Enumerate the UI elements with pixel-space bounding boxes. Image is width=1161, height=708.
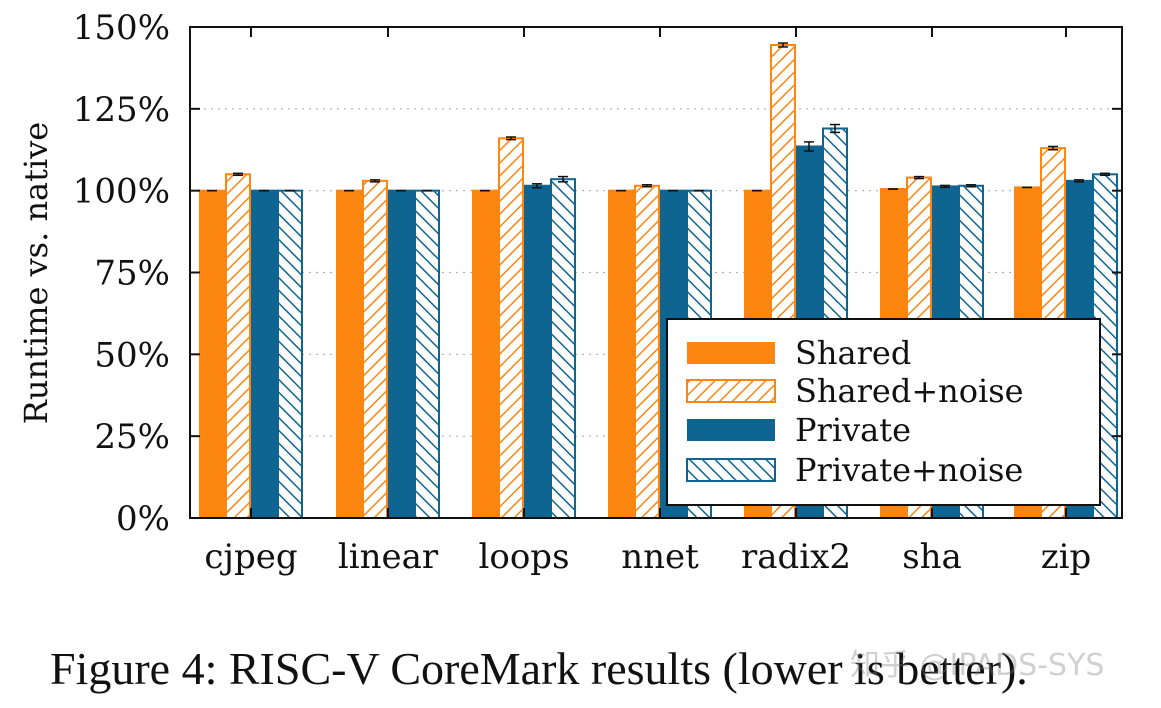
y-tick-label: 150%: [73, 8, 170, 48]
bar-shared-noise-nnet: [634, 184, 660, 520]
bar-shared-noise-cjpeg: [225, 173, 251, 520]
error-bar-shared-noise-nnet: [642, 184, 652, 188]
y-tick-label: 0%: [116, 499, 170, 539]
error-bar-private-radix2: [804, 141, 814, 152]
error-bar-shared-noise-loops: [506, 136, 516, 141]
error-bar-private-noise-sha: [966, 184, 976, 188]
error-bar-private-noise-zip: [1100, 172, 1110, 177]
error-bar-private-loops: [532, 183, 542, 189]
legend-swatch-shared: [687, 342, 775, 364]
error-bar-shared-noise-linear: [370, 179, 380, 183]
error-bar-shared-noise-radix2: [778, 42, 788, 48]
y-axis-title: Runtime vs. native: [17, 122, 55, 425]
x-tick-label-zip: zip: [1041, 537, 1092, 577]
x-tick-label-linear: linear: [338, 537, 439, 577]
bar-private-noise-cjpeg: [277, 189, 303, 520]
y-tick-label: 125%: [73, 90, 170, 130]
bar-private-loops: [524, 184, 550, 520]
error-bar-shared-noise-sha: [914, 175, 924, 180]
x-axis-ticks: cjpeg linear loops nnet radix2 sha zip: [204, 27, 1091, 577]
bar-shared-loops: [472, 189, 498, 520]
error-bars: [207, 42, 1110, 192]
legend-swatch-private: [687, 419, 775, 441]
x-tick-label-nnet: nnet: [621, 537, 699, 577]
legend-label-private-noise: Private+noise: [795, 451, 1023, 489]
legend-label-private: Private: [795, 411, 911, 449]
error-bar-private-noise-radix2: [830, 123, 840, 134]
bar-private-noise-linear: [414, 189, 440, 520]
x-tick-label-cjpeg: cjpeg: [204, 537, 297, 577]
bar-private-cjpeg: [251, 189, 277, 520]
error-bar-shared-noise-cjpeg: [233, 172, 243, 177]
error-bar-private-sha: [940, 184, 950, 189]
x-tick-label-loops: loops: [478, 537, 569, 577]
legend-label-shared: Shared: [795, 334, 911, 372]
error-bar-shared-noise-zip: [1048, 145, 1058, 151]
bar-shared-nnet: [608, 189, 634, 520]
y-tick-label: 100%: [73, 172, 170, 212]
legend-swatch-shared-noise: [686, 379, 776, 403]
legend: Shared Shared+noise Private Private+nois…: [666, 318, 1101, 506]
figure-caption: Figure 4: RISC-V CoreMark results (lower…: [50, 643, 1028, 694]
x-tick-label-radix2: radix2: [741, 537, 851, 577]
x-tick-label-sha: sha: [902, 537, 962, 577]
y-tick-label: 75%: [94, 254, 170, 294]
error-bar-private-noise-loops: [558, 175, 568, 183]
y-tick-label: 50%: [94, 335, 170, 375]
legend-label-shared-noise: Shared+noise: [795, 372, 1024, 410]
bar-private-linear: [388, 189, 414, 520]
y-axis-ticks: 0% 25% 50% 75% 100% 125% 150%: [73, 8, 1122, 539]
legend-swatch-private-noise: [686, 458, 776, 482]
bar-shared-linear: [336, 189, 362, 520]
error-bar-private-zip: [1074, 179, 1084, 183]
bar-shared-noise-loops: [498, 137, 524, 519]
bar-private-noise-loops: [550, 178, 576, 520]
watermark: 知乎 @IPADS-SYS: [850, 648, 1105, 683]
y-tick-label: 25%: [94, 417, 170, 457]
bar-shared-noise-linear: [362, 179, 388, 519]
bar-shared-cjpeg: [199, 189, 225, 520]
